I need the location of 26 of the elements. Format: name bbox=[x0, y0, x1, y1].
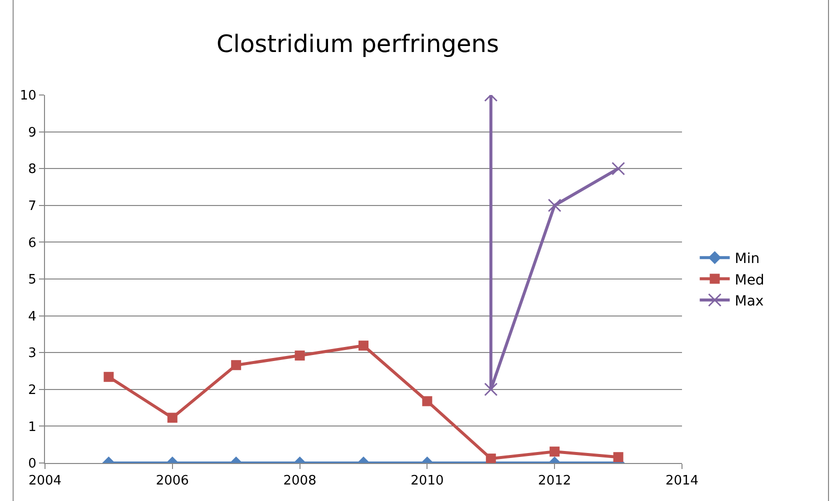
y-tick-label: 1 bbox=[28, 420, 36, 435]
point bbox=[358, 340, 368, 351]
x-tick-label: 2006 bbox=[156, 474, 189, 489]
x-tick-label: 2012 bbox=[538, 474, 572, 489]
x-tick-label: 2014 bbox=[665, 474, 699, 489]
y-tick-label: 4 bbox=[28, 309, 36, 324]
legend-label: Min bbox=[734, 251, 760, 268]
y-tick-label: 6 bbox=[28, 236, 36, 251]
legend-label: Med bbox=[734, 272, 764, 288]
point bbox=[294, 350, 305, 361]
y-tick-label: 0 bbox=[28, 456, 36, 472]
point bbox=[104, 372, 114, 382]
y-tick-label: 9 bbox=[28, 125, 36, 140]
point bbox=[231, 360, 242, 370]
y-tick-label: 3 bbox=[28, 346, 36, 362]
y-tick-label: 10 bbox=[20, 88, 36, 104]
x-tick-label: 2008 bbox=[283, 474, 316, 489]
x-tick-label: 2010 bbox=[410, 474, 444, 489]
y-tick-label: 8 bbox=[28, 162, 36, 178]
point bbox=[484, 382, 498, 396]
y-tick-label: 7 bbox=[28, 198, 36, 214]
chart-title: Clostridium perfringens bbox=[216, 30, 499, 58]
legend-label: Max bbox=[734, 293, 764, 310]
x-tick-label: 2004 bbox=[28, 474, 62, 489]
y-tick-label: 2 bbox=[28, 382, 36, 398]
y-tick-label: 5 bbox=[28, 272, 36, 288]
